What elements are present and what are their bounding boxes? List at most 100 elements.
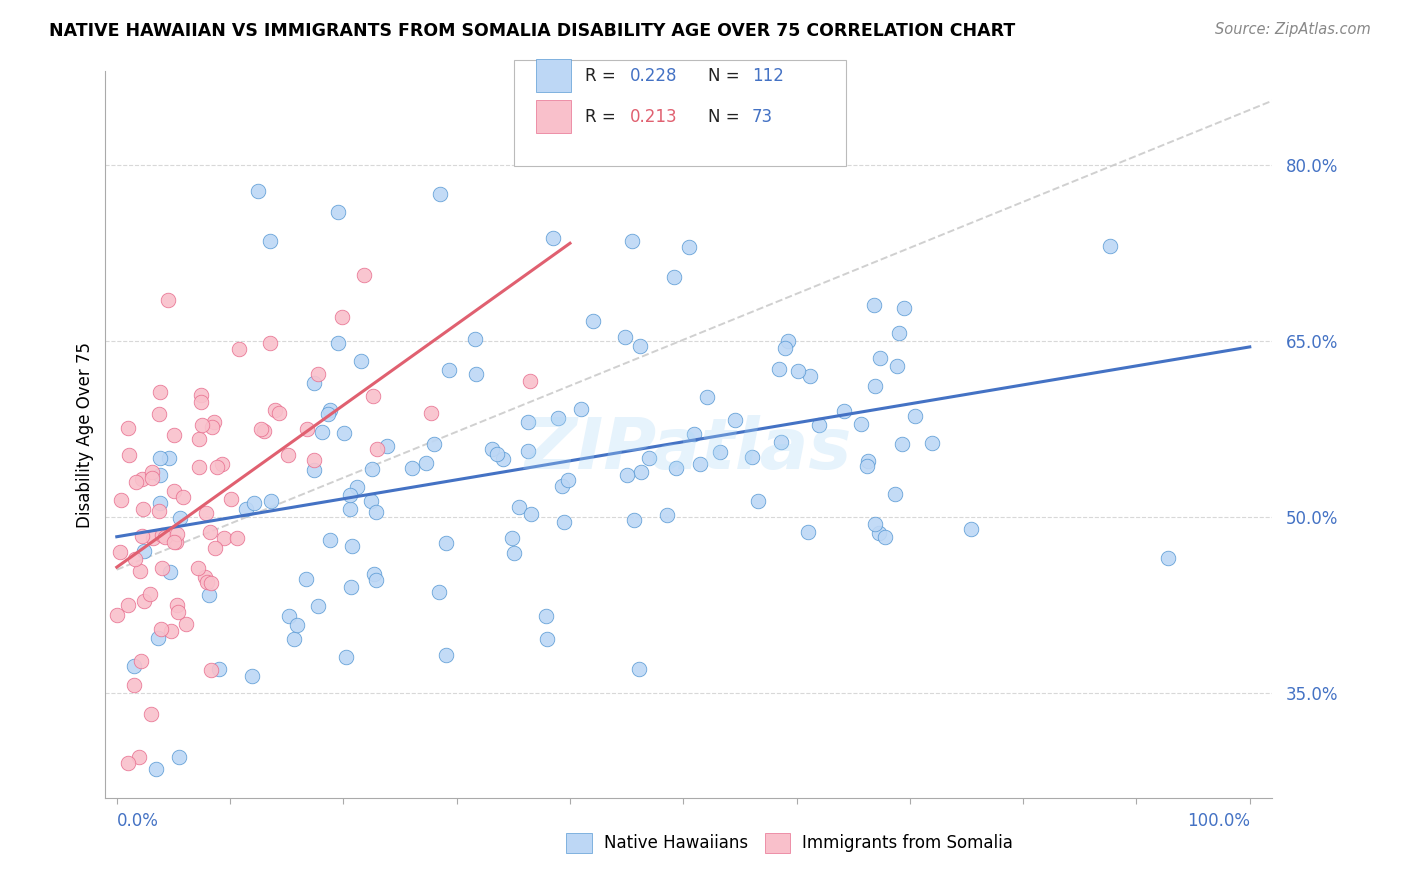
Bar — [536, 59, 571, 92]
Point — [508, 500, 530, 515]
Point — [304, 453, 326, 467]
Point — [547, 410, 569, 425]
Point — [481, 442, 503, 456]
Point — [769, 434, 792, 449]
Point — [202, 415, 225, 429]
Point — [163, 428, 186, 442]
Point — [141, 471, 163, 485]
Text: Source: ZipAtlas.com: Source: ZipAtlas.com — [1215, 22, 1371, 37]
Point — [339, 488, 361, 502]
Point — [621, 235, 644, 249]
Point — [295, 422, 318, 436]
Point — [664, 270, 686, 285]
Point — [773, 341, 796, 355]
Point — [637, 450, 659, 465]
Point — [519, 374, 541, 388]
Point — [212, 531, 235, 545]
Point — [163, 534, 186, 549]
Text: NATIVE HAWAIIAN VS IMMIGRANTS FROM SOMALIA DISABILITY AGE OVER 75 CORRELATION CH: NATIVE HAWAIIAN VS IMMIGRANTS FROM SOMAL… — [49, 22, 1015, 40]
Bar — [536, 101, 571, 133]
Point — [326, 205, 349, 219]
Point — [799, 368, 821, 383]
Point — [689, 457, 711, 471]
Point — [153, 530, 176, 544]
Point — [194, 506, 217, 520]
Point — [191, 417, 214, 432]
Y-axis label: Disability Age Over 75: Disability Age Over 75 — [76, 342, 94, 528]
Point — [208, 662, 231, 676]
Point — [723, 413, 745, 427]
Point — [401, 460, 423, 475]
Point — [167, 750, 190, 764]
Point — [169, 511, 191, 525]
Point — [128, 750, 150, 764]
Point — [166, 598, 188, 612]
Point — [420, 406, 443, 420]
Text: 0.213: 0.213 — [630, 108, 678, 126]
Point — [253, 425, 276, 439]
Point — [849, 417, 872, 431]
Text: 100.0%: 100.0% — [1187, 813, 1250, 830]
Point — [250, 422, 273, 436]
Point — [696, 390, 718, 404]
Point — [157, 451, 180, 466]
Point — [110, 492, 132, 507]
Bar — [765, 832, 790, 853]
Point — [131, 472, 153, 486]
Point — [360, 494, 382, 508]
Point — [361, 462, 384, 476]
Point — [149, 468, 172, 483]
Text: 112: 112 — [752, 67, 783, 85]
Point — [613, 329, 636, 343]
Point — [655, 508, 678, 522]
Point — [260, 494, 283, 508]
Point — [335, 650, 357, 665]
Point — [259, 235, 281, 249]
Point — [516, 415, 538, 429]
Point — [307, 367, 329, 381]
Point — [501, 531, 523, 545]
Point — [960, 522, 983, 536]
Point — [886, 359, 908, 373]
Point — [887, 326, 910, 340]
Point — [869, 351, 891, 366]
Point — [346, 480, 368, 494]
Point — [921, 435, 943, 450]
Point — [166, 527, 188, 541]
Point — [110, 545, 132, 559]
Point — [188, 459, 211, 474]
Point — [363, 566, 385, 581]
Point — [190, 388, 212, 402]
Point — [582, 314, 605, 328]
Point — [117, 421, 139, 435]
Point — [132, 594, 155, 608]
Point — [124, 659, 146, 673]
Point — [616, 467, 638, 482]
Point — [856, 459, 879, 474]
Text: Native Hawaiians: Native Hawaiians — [603, 834, 748, 852]
Point — [492, 451, 515, 466]
Point — [333, 425, 356, 440]
Point — [893, 301, 915, 315]
Point — [623, 513, 645, 527]
Point — [630, 465, 652, 479]
Point — [142, 531, 165, 545]
Text: R =: R = — [585, 108, 621, 126]
Point — [832, 404, 855, 418]
Point — [796, 524, 818, 539]
Point — [264, 403, 287, 417]
Point — [150, 561, 173, 575]
Point — [808, 417, 831, 432]
Point — [172, 490, 194, 504]
Point — [131, 654, 153, 668]
Point — [363, 389, 385, 403]
Point — [277, 608, 299, 623]
Point — [146, 631, 169, 645]
Point — [149, 384, 172, 399]
Point — [1157, 551, 1180, 566]
Text: R =: R = — [585, 67, 621, 85]
Point — [125, 475, 148, 490]
Point — [557, 473, 579, 487]
Point — [150, 622, 173, 636]
Point — [129, 564, 152, 578]
